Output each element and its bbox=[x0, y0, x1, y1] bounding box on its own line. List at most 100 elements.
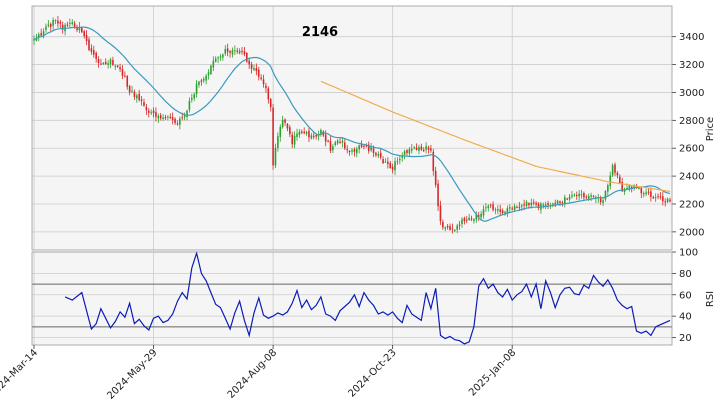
candle-body bbox=[654, 197, 657, 199]
rsi-line bbox=[64, 250, 671, 345]
candle-body bbox=[542, 204, 545, 206]
candle-body bbox=[465, 219, 468, 221]
rsi-y-tick-label: 60 bbox=[679, 290, 692, 301]
candle-body bbox=[219, 56, 222, 58]
candle-body bbox=[530, 202, 533, 206]
candle-body bbox=[480, 213, 482, 218]
x-tick-label: 2024-Aug-08 bbox=[226, 347, 280, 401]
candle-body bbox=[317, 135, 320, 137]
candle-body bbox=[602, 200, 604, 203]
candle-body bbox=[454, 229, 456, 231]
candle-body bbox=[155, 112, 157, 117]
candle-body bbox=[561, 202, 564, 204]
candle-body bbox=[382, 159, 384, 164]
candle-body bbox=[138, 93, 141, 100]
candle-body bbox=[446, 226, 449, 228]
candle-body bbox=[348, 150, 351, 152]
candle-body bbox=[257, 69, 260, 77]
candle-body bbox=[183, 115, 186, 118]
candle-body bbox=[384, 161, 387, 163]
candle-body bbox=[618, 176, 621, 184]
candle-body bbox=[511, 208, 513, 210]
candle-body bbox=[164, 117, 167, 119]
candle-body bbox=[547, 203, 549, 205]
candle-body bbox=[355, 149, 358, 154]
candle-body bbox=[379, 152, 382, 158]
candle-body bbox=[284, 119, 286, 123]
candle-body bbox=[647, 191, 650, 193]
candle-body bbox=[234, 50, 236, 52]
candle-body bbox=[544, 204, 547, 207]
candle-body bbox=[133, 91, 136, 97]
candle-body bbox=[329, 140, 332, 151]
candle-body bbox=[523, 204, 525, 206]
candle-body bbox=[556, 200, 559, 204]
candle-body bbox=[69, 22, 71, 24]
candle-body bbox=[49, 23, 52, 27]
candle-body bbox=[231, 50, 234, 55]
candle-body bbox=[626, 187, 628, 189]
candle-body bbox=[525, 201, 528, 206]
candle-body bbox=[116, 65, 119, 68]
candle-body bbox=[147, 110, 150, 113]
candle-body bbox=[520, 205, 523, 207]
candle-body bbox=[107, 63, 109, 65]
long-moving-average-line bbox=[320, 80, 671, 192]
candle-body bbox=[42, 31, 45, 35]
candle-body bbox=[114, 65, 117, 67]
candle-body bbox=[578, 193, 580, 197]
candle-body bbox=[176, 123, 179, 125]
price-y-tick-label: 2000 bbox=[679, 227, 704, 238]
candle-body bbox=[607, 185, 609, 192]
candle-body bbox=[554, 202, 557, 204]
candle-body bbox=[360, 144, 363, 147]
rsi-panel-frame bbox=[31, 251, 673, 346]
candle-body bbox=[274, 147, 277, 166]
candle-body bbox=[226, 48, 229, 52]
candle-body bbox=[365, 145, 368, 147]
candle-body bbox=[81, 28, 83, 33]
candle-body bbox=[90, 48, 93, 52]
candle-body bbox=[179, 118, 181, 125]
candle-body bbox=[418, 147, 420, 151]
candle-body bbox=[592, 196, 595, 198]
price-y-tick-label: 2400 bbox=[679, 172, 704, 183]
candle-body bbox=[501, 210, 504, 214]
candle-body bbox=[78, 26, 81, 31]
candle-body bbox=[396, 161, 399, 163]
candle-body bbox=[573, 194, 576, 196]
candle-body bbox=[516, 207, 518, 209]
candle-body bbox=[341, 140, 344, 143]
candle-body bbox=[434, 170, 437, 185]
candle-body bbox=[334, 142, 337, 146]
candle-body bbox=[308, 130, 310, 138]
candle-body bbox=[666, 198, 669, 203]
candle-body bbox=[243, 51, 246, 55]
candle-body bbox=[568, 196, 571, 200]
candle-body bbox=[207, 72, 210, 76]
rsi-y-tick-label: 80 bbox=[679, 269, 692, 280]
candle-body bbox=[630, 186, 633, 188]
rsi-y-tick-label: 100 bbox=[679, 248, 698, 259]
candle-body bbox=[614, 164, 616, 173]
candle-body bbox=[461, 219, 463, 225]
candle-body bbox=[532, 202, 535, 204]
candle-body bbox=[97, 59, 100, 63]
price-y-tick-label: 2600 bbox=[679, 144, 704, 155]
candle-body bbox=[222, 54, 224, 58]
candle-body bbox=[432, 151, 435, 171]
candle-body bbox=[645, 192, 647, 195]
price-y-tick-label: 3000 bbox=[679, 88, 704, 99]
candle-body bbox=[358, 145, 360, 150]
candle-body bbox=[477, 215, 480, 217]
candle-body bbox=[193, 94, 195, 99]
candle-body bbox=[410, 148, 413, 151]
candle-body bbox=[430, 148, 432, 151]
candle-body bbox=[169, 116, 172, 118]
candle-body bbox=[662, 196, 664, 202]
candle-body bbox=[126, 76, 129, 87]
candle-body bbox=[260, 77, 262, 80]
candle-body bbox=[363, 145, 365, 147]
candle-body bbox=[293, 135, 296, 145]
candle-body bbox=[652, 197, 655, 199]
